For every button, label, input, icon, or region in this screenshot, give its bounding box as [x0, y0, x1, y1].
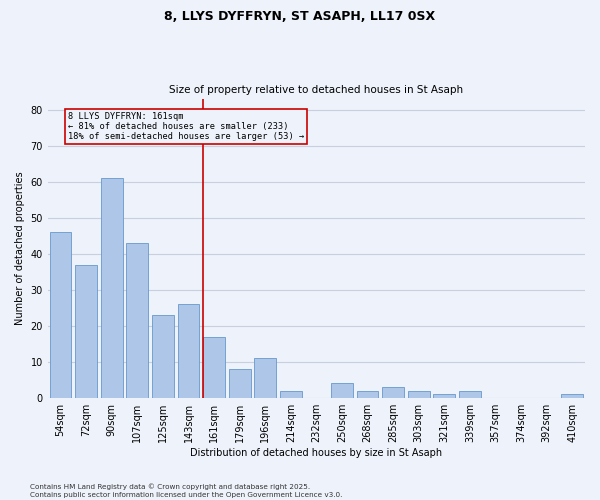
- Text: 8, LLYS DYFFRYN, ST ASAPH, LL17 0SX: 8, LLYS DYFFRYN, ST ASAPH, LL17 0SX: [164, 10, 436, 23]
- Text: 8 LLYS DYFFRYN: 161sqm
← 81% of detached houses are smaller (233)
18% of semi-de: 8 LLYS DYFFRYN: 161sqm ← 81% of detached…: [68, 112, 304, 142]
- Bar: [101, 178, 122, 398]
- Bar: [562, 394, 583, 398]
- Bar: [331, 384, 353, 398]
- X-axis label: Distribution of detached houses by size in St Asaph: Distribution of detached houses by size …: [190, 448, 442, 458]
- Bar: [254, 358, 276, 398]
- Y-axis label: Number of detached properties: Number of detached properties: [15, 172, 25, 325]
- Bar: [50, 232, 71, 398]
- Bar: [203, 336, 225, 398]
- Bar: [152, 315, 174, 398]
- Bar: [459, 390, 481, 398]
- Bar: [408, 390, 430, 398]
- Bar: [280, 390, 302, 398]
- Bar: [75, 264, 97, 398]
- Bar: [127, 243, 148, 398]
- Title: Size of property relative to detached houses in St Asaph: Size of property relative to detached ho…: [169, 86, 463, 96]
- Bar: [356, 390, 379, 398]
- Text: Contains HM Land Registry data © Crown copyright and database right 2025.
Contai: Contains HM Land Registry data © Crown c…: [30, 484, 343, 498]
- Bar: [382, 387, 404, 398]
- Bar: [433, 394, 455, 398]
- Bar: [178, 304, 199, 398]
- Bar: [229, 369, 251, 398]
